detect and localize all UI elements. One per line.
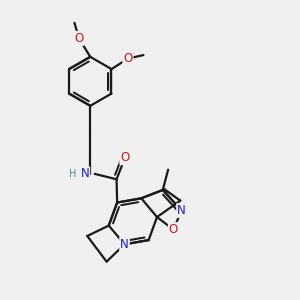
Text: H: H bbox=[69, 169, 76, 179]
Text: O: O bbox=[74, 32, 84, 45]
Text: O: O bbox=[169, 223, 178, 236]
Text: N: N bbox=[177, 204, 186, 217]
Text: O: O bbox=[120, 151, 130, 164]
Text: O: O bbox=[123, 52, 133, 65]
Text: N: N bbox=[80, 167, 89, 180]
Text: N: N bbox=[120, 238, 129, 251]
